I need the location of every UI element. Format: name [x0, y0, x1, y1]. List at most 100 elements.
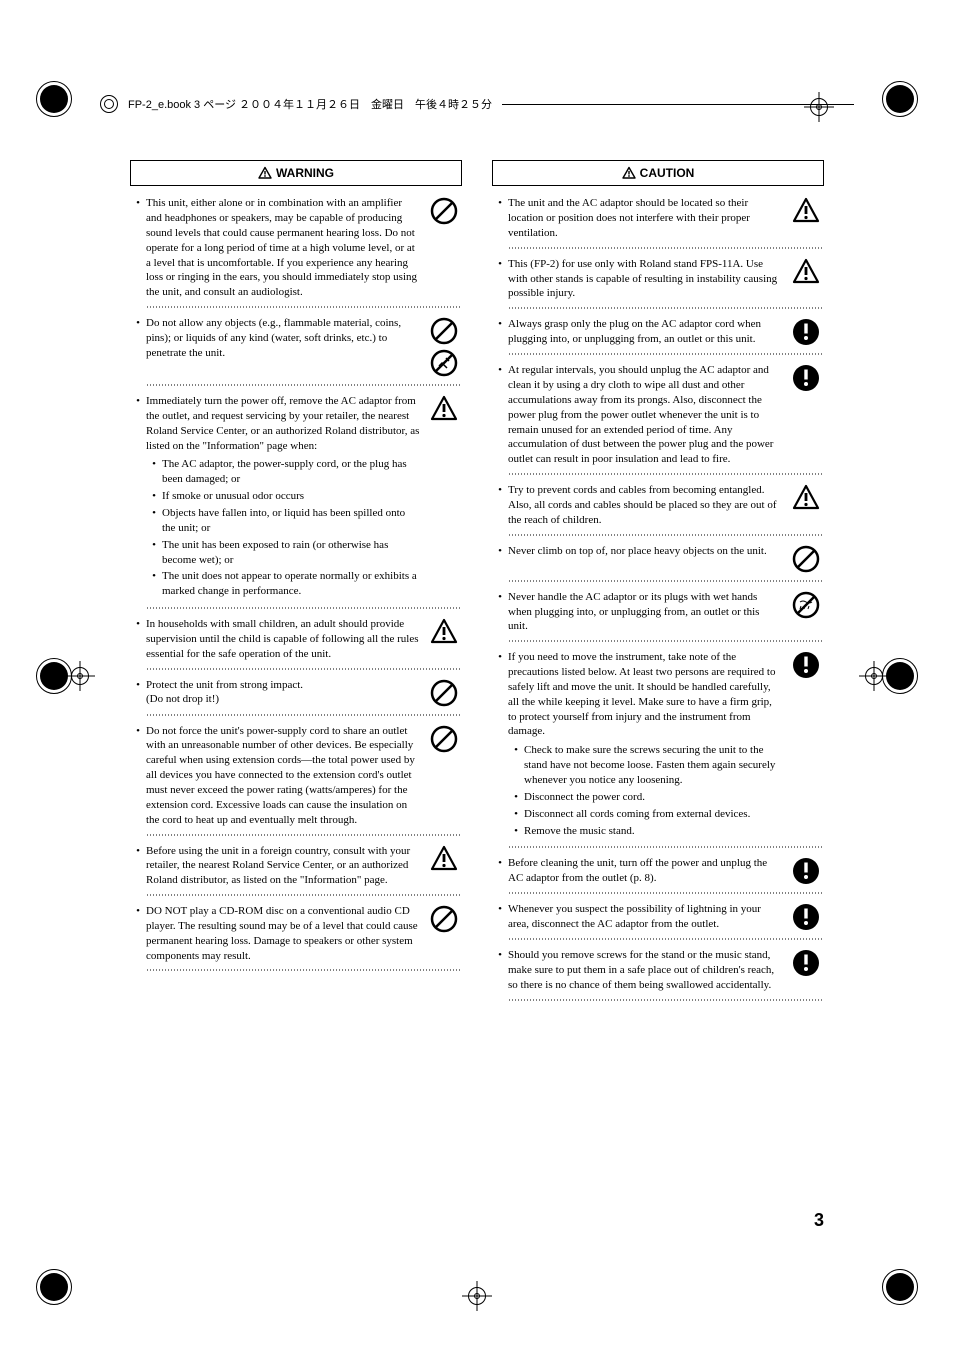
bullet-icon: • — [492, 590, 508, 605]
caution-item-text: If you need to move the instrument, take… — [508, 650, 782, 739]
warning-item-text: Immediately turn the power off, remove t… — [146, 394, 420, 453]
bullet-icon: • — [492, 650, 508, 665]
print-mark — [40, 1273, 68, 1301]
bullet-icon: • — [130, 724, 146, 739]
triangle-icon — [791, 257, 821, 287]
triangle-icon — [791, 196, 821, 226]
caution-item-text: Always grasp only the plug on the AC ada… — [508, 317, 782, 347]
bullet-icon: • — [130, 617, 146, 632]
warning-item-text: Do not allow any objects (e.g., flammabl… — [146, 316, 420, 361]
warning-item: •Immediately turn the power off, remove … — [130, 394, 462, 601]
caution-header: CAUTION — [492, 160, 824, 186]
warning-item: •Do not force the unit's power-supply co… — [130, 724, 462, 828]
warning-item: •Before using the unit in a foreign coun… — [130, 844, 462, 889]
warning-item-text: In households with small children, an ad… — [146, 617, 420, 662]
print-mark — [40, 662, 68, 690]
bullet-icon: • — [130, 844, 146, 859]
bullet-icon: • — [130, 904, 146, 919]
warning-item-text: This unit, either alone or in combinatio… — [146, 196, 420, 300]
warning-item: •In households with small children, an a… — [130, 617, 462, 662]
mandatory-icon — [791, 317, 821, 347]
separator — [146, 969, 462, 971]
separator — [508, 353, 824, 355]
content-area: WARNING •This unit, either alone or in c… — [130, 160, 824, 1009]
caution-item: •Whenever you suspect the possibility of… — [492, 902, 824, 932]
sub-item: •Disconnect the power cord. — [508, 790, 782, 805]
bullet-icon: • — [492, 196, 508, 211]
mandatory-icon — [791, 948, 821, 978]
prohibit-icon — [429, 724, 459, 754]
separator — [508, 892, 824, 894]
separator — [146, 607, 462, 609]
header-text: FP-2_e.book 3 ページ ２００４年１１月２６日 金曜日 午後４時２５… — [128, 96, 492, 112]
registration-mark — [65, 661, 95, 691]
sub-item: •Disconnect all cords coming from extern… — [508, 807, 782, 822]
prohibit-icon — [429, 196, 459, 226]
bullet-icon: • — [130, 678, 146, 693]
caution-item-text: Whenever you suspect the possibility of … — [508, 902, 782, 932]
sub-item: •If smoke or unusual odor occurs — [146, 489, 420, 504]
caution-icon — [622, 166, 636, 180]
prohibit-icon — [429, 904, 459, 934]
separator — [146, 668, 462, 670]
print-mark — [886, 662, 914, 690]
warning-item-text: Before using the unit in a foreign count… — [146, 844, 420, 889]
sub-item: •The AC adaptor, the power-supply cord, … — [146, 457, 420, 487]
separator — [508, 473, 824, 475]
sub-item: •The unit has been exposed to rain (or o… — [146, 538, 420, 568]
header-icon — [100, 95, 118, 113]
separator — [146, 384, 462, 386]
bullet-icon: • — [130, 316, 146, 331]
bullet-icon: • — [130, 394, 146, 409]
bullet-icon: • — [492, 856, 508, 871]
prohibit-icon — [429, 678, 459, 708]
separator — [508, 938, 824, 940]
caution-item: •Before cleaning the unit, turn off the … — [492, 856, 824, 886]
caution-item-text: Never handle the AC adaptor or its plugs… — [508, 590, 782, 635]
warning-item: •DO NOT play a CD-ROM disc on a conventi… — [130, 904, 462, 963]
warning-column: WARNING •This unit, either alone or in c… — [130, 160, 462, 1009]
sub-item: •Check to make sure the screws securing … — [508, 743, 782, 788]
bullet-icon: • — [130, 196, 146, 211]
caution-item-text: Never climb on top of, nor place heavy o… — [508, 544, 782, 559]
caution-item-text: This (FP-2) for use only with Roland sta… — [508, 257, 782, 302]
registration-mark — [859, 661, 889, 691]
bullet-icon: • — [492, 317, 508, 332]
page-number: 3 — [814, 1210, 824, 1231]
warning-title: WARNING — [276, 165, 334, 181]
separator — [508, 580, 824, 582]
triangle-icon — [791, 483, 821, 513]
bullet-icon: • — [492, 544, 508, 559]
caution-item: •Should you remove screws for the stand … — [492, 948, 824, 993]
mandatory-icon — [791, 856, 821, 886]
bullet-icon: • — [492, 948, 508, 963]
separator — [508, 999, 824, 1001]
separator — [508, 640, 824, 642]
registration-mark — [462, 1281, 492, 1311]
caution-item-text: At regular intervals, you should unplug … — [508, 363, 782, 467]
bullet-icon: • — [492, 483, 508, 498]
separator — [146, 714, 462, 716]
caution-item: •Try to prevent cords and cables from be… — [492, 483, 824, 528]
separator — [508, 846, 824, 848]
mandatory-icon — [791, 902, 821, 932]
prohibit-icon — [429, 316, 459, 346]
warning-item: •This unit, either alone or in combinati… — [130, 196, 462, 300]
warning-header: WARNING — [130, 160, 462, 186]
caution-item-text: The unit and the AC adaptor should be lo… — [508, 196, 782, 241]
warning-item-text: Protect the unit from strong impact. (Do… — [146, 678, 420, 708]
wet-icon — [791, 590, 821, 620]
caution-item: •This (FP-2) for use only with Roland st… — [492, 257, 824, 302]
warning-item-text: DO NOT play a CD-ROM disc on a conventio… — [146, 904, 420, 963]
caution-item: •Always grasp only the plug on the AC ad… — [492, 317, 824, 347]
caution-item: •The unit and the AC adaptor should be l… — [492, 196, 824, 241]
print-mark — [886, 1273, 914, 1301]
print-mark — [40, 85, 68, 113]
warning-item: •Do not allow any objects (e.g., flammab… — [130, 316, 462, 378]
separator — [508, 534, 824, 536]
caution-item: •Never handle the AC adaptor or its plug… — [492, 590, 824, 635]
separator — [146, 834, 462, 836]
bullet-icon: • — [492, 363, 508, 378]
document-header: FP-2_e.book 3 ページ ２００４年１１月２６日 金曜日 午後４時２５… — [100, 95, 854, 113]
separator — [508, 247, 824, 249]
